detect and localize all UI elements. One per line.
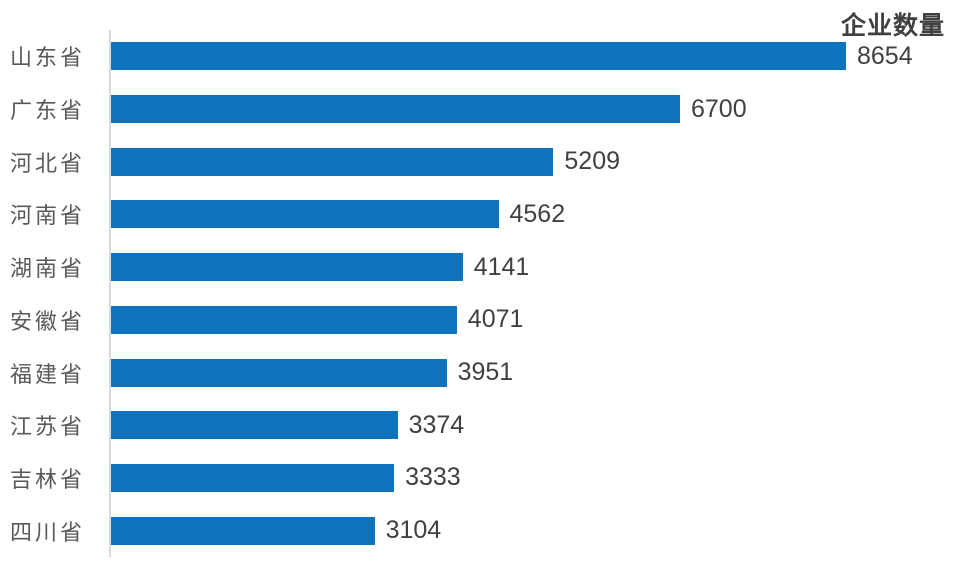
- value-label: 8654: [857, 41, 913, 70]
- chart-row: 山东省 8654: [0, 30, 959, 83]
- y-axis-line: [109, 30, 111, 557]
- category-label: 四川省: [9, 519, 85, 545]
- chart-row: 安徽省 4071: [0, 294, 959, 347]
- category-label: 山东省: [9, 45, 85, 71]
- category-label: 广东省: [9, 98, 85, 124]
- chart-rows: 山东省 8654 广东省 6700 河北省 5209 河南省 4562 湖南省 4141 安徽省 40…: [0, 30, 959, 557]
- bar: [111, 147, 554, 176]
- value-label: 3374: [408, 410, 465, 439]
- bar: [111, 253, 463, 282]
- value-label: 4141: [473, 252, 530, 281]
- value-label: 4071: [467, 305, 524, 334]
- category-label: 湖南省: [9, 256, 85, 282]
- chart-row: 河南省 4562: [0, 188, 959, 241]
- category-label: 河北省: [9, 150, 85, 176]
- bar: [111, 463, 395, 492]
- category-label: 福建省: [9, 361, 85, 387]
- chart-row: 湖南省 4141: [0, 241, 959, 294]
- category-label: 吉林省: [9, 466, 85, 492]
- chart-row: 广东省 6700: [0, 83, 959, 136]
- category-label: 江苏省: [9, 414, 85, 440]
- bar: [111, 200, 499, 229]
- category-label: 河南省: [9, 203, 85, 229]
- bar: [111, 411, 398, 440]
- bar: [111, 305, 457, 334]
- bar: [111, 516, 375, 545]
- chart-row: 福建省 3951: [0, 346, 959, 399]
- chart-row: 江苏省 3374: [0, 399, 959, 452]
- value-label: 5209: [564, 147, 621, 176]
- chart-row: 四川省 3104: [0, 504, 959, 557]
- bar: [111, 95, 680, 124]
- category-label: 安徽省: [9, 308, 85, 334]
- value-label: 3104: [385, 516, 442, 545]
- value-label: 3951: [457, 358, 514, 387]
- bar: [111, 358, 447, 387]
- value-label: 3333: [405, 463, 461, 492]
- chart-row: 吉林省 3333: [0, 452, 959, 505]
- value-label: 6700: [691, 94, 747, 123]
- plot-area: 山东省 8654 广东省 6700 河北省 5209 河南省 4562 湖南省 4141 安徽省 40…: [0, 30, 959, 557]
- chart-title: 企业数量: [840, 12, 945, 40]
- chart-row: 河北省 5209: [0, 135, 959, 188]
- value-label: 4562: [509, 199, 566, 228]
- bar: [111, 42, 846, 71]
